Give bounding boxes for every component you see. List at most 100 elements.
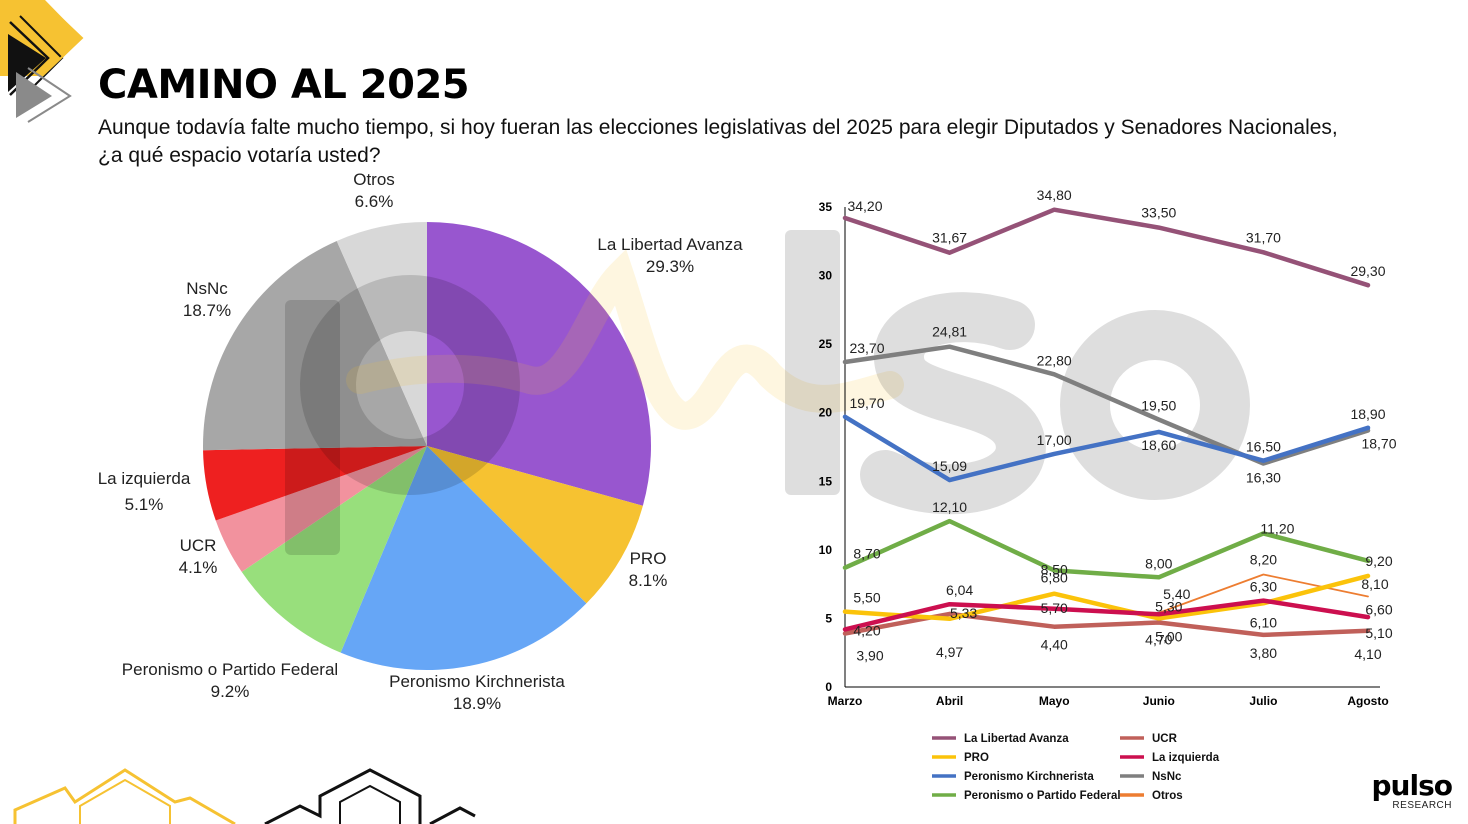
pie-slice-ucr bbox=[215, 446, 427, 572]
pie-pct-la-libertad-avanza: 29.3% bbox=[646, 257, 694, 276]
data-label-peronismo-o-partido-federal: 8,00 bbox=[1145, 555, 1172, 571]
data-label-la-libertad-avanza: 33,50 bbox=[1141, 205, 1176, 221]
y-tick-label: 0 bbox=[825, 680, 832, 694]
y-tick-label: 15 bbox=[819, 474, 833, 488]
legend-label-la-libertad-avanza: La Libertad Avanza bbox=[964, 733, 1069, 745]
data-label-peronismo-kirchnerista: 18,90 bbox=[1350, 406, 1385, 422]
pie-slice-la-izquierda bbox=[203, 446, 427, 521]
series-line-la-izquierda bbox=[842, 598, 1371, 632]
y-tick-label: 30 bbox=[819, 269, 833, 283]
data-label-pro: 5,00 bbox=[1155, 628, 1182, 644]
data-label-pro: 5,50 bbox=[853, 590, 880, 606]
y-tick-label: 20 bbox=[819, 406, 833, 420]
pie-slice-pro bbox=[427, 446, 643, 604]
pie-slice-otros bbox=[336, 222, 427, 446]
pie-pct-peronismo-o-partido-federal: 9.2% bbox=[211, 682, 250, 701]
x-tick-label-marzo: Marzo bbox=[828, 694, 863, 708]
data-label-la-libertad-avanza: 29,30 bbox=[1350, 263, 1385, 279]
brand-name: pulso bbox=[1371, 769, 1453, 802]
x-tick-label-agosto: Agosto bbox=[1347, 694, 1388, 708]
pie-slice-nsnc bbox=[203, 240, 427, 451]
data-label-peronismo-kirchnerista: 16,50 bbox=[1246, 439, 1281, 455]
data-label-peronismo-kirchnerista: 19,70 bbox=[849, 395, 884, 411]
legend-label-ucr: UCR bbox=[1152, 733, 1178, 745]
data-label-peronismo-o-partido-federal: 12,10 bbox=[932, 499, 967, 515]
data-label-otros: 5,40 bbox=[1163, 586, 1190, 602]
data-label-peronismo-o-partido-federal: 11,20 bbox=[1260, 520, 1294, 536]
data-label-pro: 4,97 bbox=[936, 644, 963, 660]
series-line-pro bbox=[842, 573, 1371, 622]
pie-pct-la-izquierda: 5.1% bbox=[125, 495, 164, 514]
data-label-ucr: 4,40 bbox=[1041, 637, 1068, 653]
data-label-peronismo-o-partido-federal: 9,20 bbox=[1365, 553, 1392, 569]
legend-label-peronismo-o-partido-federal: Peronismo o Partido Federal bbox=[964, 790, 1121, 802]
brand-subtitle: RESEARCH bbox=[1392, 800, 1452, 811]
page-title: CAMINO AL 2025 bbox=[98, 62, 470, 108]
chart-legend: La Libertad Avanza UCR PRO La izquierda Pero… bbox=[932, 733, 1220, 802]
x-tick-label-abril: Abril bbox=[936, 694, 963, 708]
data-label-otros: 8,20 bbox=[1250, 552, 1277, 568]
pie-slice-la-libertad-avanza bbox=[427, 222, 651, 506]
data-label-ucr: 4,10 bbox=[1354, 646, 1381, 662]
data-label-la-libertad-avanza: 31,67 bbox=[932, 230, 967, 246]
series-line-peronismo-kirchnerista bbox=[842, 414, 1371, 483]
pie-pct-ucr: 4.1% bbox=[179, 558, 218, 577]
pie-pct-peronismo-kirchnerista: 18.9% bbox=[453, 694, 501, 713]
data-label-ucr: 3,80 bbox=[1250, 645, 1277, 661]
data-label-peronismo-o-partido-federal: 8,50 bbox=[1041, 561, 1068, 577]
data-label-nsnc: 24,81 bbox=[932, 324, 967, 340]
data-label-pro: 6,10 bbox=[1250, 614, 1277, 630]
subtitle-line-1: Aunque todavía falte mucho tiempo, si ho… bbox=[98, 116, 1338, 139]
legend-label-pro: PRO bbox=[964, 752, 989, 764]
data-label-la-libertad-avanza: 31,70 bbox=[1246, 229, 1281, 245]
corner-arrows-decoration bbox=[0, 0, 84, 123]
data-label-nsnc: 16,30 bbox=[1246, 469, 1281, 485]
legend-label-otros: Otros bbox=[1152, 790, 1183, 802]
subtitle-line-2: ¿a qué espacio votaría usted? bbox=[98, 144, 381, 167]
series-line-peronismo-o-partido-federal bbox=[842, 518, 1371, 580]
brand-watermark bbox=[285, 230, 1250, 555]
x-tick-label-julio: Julio bbox=[1249, 694, 1277, 708]
data-label-la-libertad-avanza: 34,80 bbox=[1037, 190, 1072, 203]
legend-label-la-izquierda: La izquierda bbox=[1152, 752, 1220, 764]
data-label-nsnc: 18,70 bbox=[1361, 436, 1396, 452]
page-subtitle: Aunque todavía falte mucho tiempo, si ho… bbox=[98, 114, 1460, 170]
data-label-la-izquierda: 5,70 bbox=[1041, 600, 1068, 616]
data-label-ucr: 5,33 bbox=[950, 605, 977, 621]
data-label-la-izquierda: 6,30 bbox=[1250, 579, 1277, 595]
data-label-pro: 8,10 bbox=[1361, 576, 1388, 592]
data-label-ucr: 4,70 bbox=[1145, 632, 1172, 648]
y-tick-label: 5 bbox=[825, 611, 832, 625]
pie-pct-otros: 6.6% bbox=[355, 192, 394, 211]
data-label-peronismo-kirchnerista: 18,60 bbox=[1141, 437, 1176, 453]
y-tick-label: 35 bbox=[819, 200, 833, 214]
pie-label-la-libertad-avanza: La Libertad Avanza bbox=[597, 235, 743, 254]
pie-label-pro: PRO bbox=[630, 549, 667, 568]
data-label-peronismo-kirchnerista: 17,00 bbox=[1037, 432, 1072, 448]
data-label-la-libertad-avanza: 34,20 bbox=[847, 198, 882, 214]
data-label-la-izquierda: 5,30 bbox=[1155, 598, 1182, 614]
pie-label-peronismo-o-partido-federal: Peronismo o Partido Federal bbox=[122, 660, 338, 679]
data-label-pro: 6,80 bbox=[1041, 570, 1068, 586]
series-line-la-libertad-avanza bbox=[842, 207, 1371, 288]
pie-label-peronismo-kirchnerista: Peronismo Kirchnerista bbox=[389, 672, 565, 691]
data-label-nsnc: 19,50 bbox=[1141, 398, 1176, 414]
data-label-otros: 6,60 bbox=[1365, 601, 1392, 617]
pie-slice-peronismo-o-partido-federal bbox=[241, 446, 427, 653]
y-tick-label: 25 bbox=[819, 337, 833, 351]
x-tick-label-junio: Junio bbox=[1143, 694, 1175, 708]
data-label-la-izquierda: 6,04 bbox=[946, 582, 973, 598]
pie-label-otros: Otros bbox=[353, 170, 395, 189]
pie-label-ucr: UCR bbox=[180, 536, 217, 555]
data-label-ucr: 3,90 bbox=[856, 648, 883, 664]
x-tick-label-mayo: Mayo bbox=[1039, 694, 1070, 708]
pie-chart: La Libertad Avanza 29.3% PRO 8.1% Peronismo … bbox=[98, 170, 743, 713]
y-tick-label: 10 bbox=[819, 543, 833, 557]
pie-pct-pro: 8.1% bbox=[629, 571, 668, 590]
data-label-la-izquierda: 5,10 bbox=[1365, 625, 1392, 641]
series-line-otros bbox=[1157, 573, 1369, 614]
pie-label-nsnc: NsNc bbox=[186, 279, 228, 298]
legend-label-peronismo-kirchnerista: Peronismo Kirchnerista bbox=[964, 771, 1094, 783]
brand-logo: pulso RESEARCH bbox=[1362, 769, 1453, 812]
series-line-nsnc bbox=[842, 344, 1371, 466]
